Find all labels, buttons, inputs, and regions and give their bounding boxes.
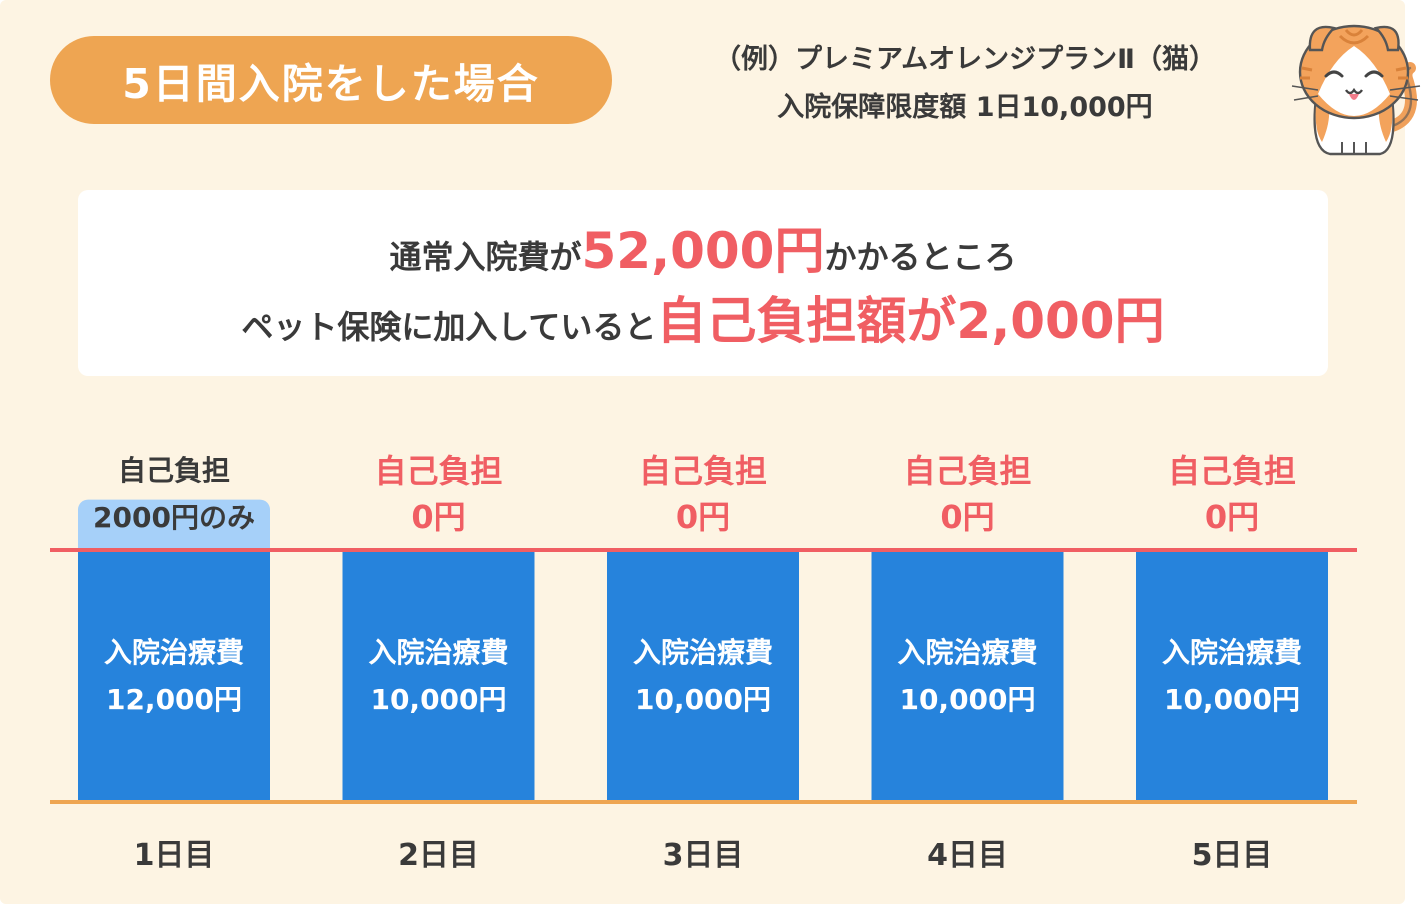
summary-normal-cost-highlight: 52,000円 [581, 222, 825, 280]
day-tick-label: 3日目 [663, 838, 744, 873]
copay-amount: 2000円のみ [93, 501, 255, 534]
treatment-bar [78, 550, 270, 802]
summary-line1-pre: 通常入院費が [389, 238, 582, 276]
summary-line-copay: ペット保険に加入していると 自己負担額が2,000円 [241, 281, 1164, 355]
summary-copay-highlight: 自己負担額が2,000円 [656, 292, 1165, 350]
day-tick-label: 2日目 [398, 838, 479, 873]
copay-label: 自己負担 [1168, 452, 1296, 490]
treatment-bar [607, 550, 799, 802]
daily-cost-chart: 入院治療費12,000円自己負担2000円のみ1日目入院治療費10,000円自己… [50, 452, 1357, 873]
plan-limit: 入院保障限度額 1日10,000円 [777, 92, 1153, 123]
copay-amount: 0円 [1205, 498, 1259, 536]
treatment-amount: 10,000円 [1164, 683, 1300, 716]
summary-box: 通常入院費が 52,000円 かかるところ ペット保険に加入していると 自己負担… [78, 190, 1328, 376]
summary-line-normal-cost: 通常入院費が 52,000円 かかるところ [390, 211, 1017, 281]
treatment-label: 入院治療費 [1162, 636, 1302, 669]
copay-amount: 0円 [411, 498, 465, 536]
treatment-bar [1136, 550, 1328, 802]
treatment-bar [342, 550, 535, 802]
treatment-amount: 10,000円 [899, 683, 1035, 716]
treatment-label: 入院治療費 [104, 636, 244, 669]
treatment-amount: 12,000円 [106, 683, 242, 716]
copay-label: 自己負担 [639, 452, 767, 490]
cat-mascot-icon [1291, 24, 1421, 156]
treatment-amount: 10,000円 [635, 683, 771, 716]
copay-bar-fill [78, 509, 270, 550]
treatment-label: 入院治療費 [368, 636, 508, 669]
treatment-bar [871, 550, 1064, 802]
summary-line1-post: かかるところ [824, 238, 1017, 276]
day-tick-label: 5日目 [1192, 838, 1273, 873]
treatment-amount: 10,000円 [370, 683, 506, 716]
treatment-label: 入院治療費 [897, 636, 1037, 669]
plan-name: （例）プレミアムオレンジプランⅡ（猫） [714, 44, 1216, 75]
scenario-pill: 5日間入院をした場合 [50, 36, 612, 124]
plan-info: （例）プレミアムオレンジプランⅡ（猫） 入院保障限度額 1日10,000円 [640, 36, 1290, 132]
scenario-label: 5日間入院をした場合 [122, 60, 540, 108]
copay-label: 自己負担 [903, 452, 1031, 490]
copay-amount: 0円 [940, 498, 994, 536]
treatment-label: 入院治療費 [633, 636, 773, 669]
copay-label: 自己負担 [374, 452, 502, 490]
copay-label: 自己負担 [118, 454, 230, 487]
day-tick-label: 1日目 [134, 838, 215, 873]
copay-amount: 0円 [676, 498, 730, 536]
day-tick-label: 4日目 [927, 838, 1008, 873]
summary-line2-pre: ペット保険に加入していると [241, 308, 657, 346]
